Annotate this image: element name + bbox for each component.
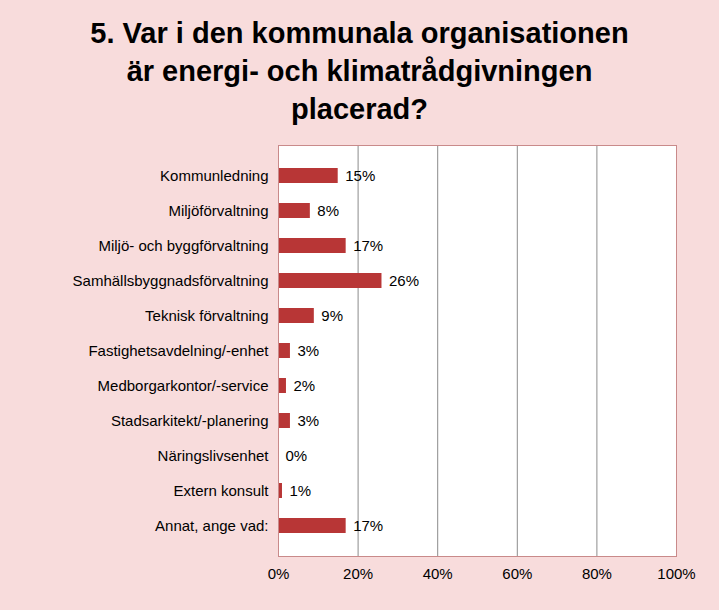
svg-text:1%: 1% [289,482,311,499]
svg-text:Medborgarkontor/-service: Medborgarkontor/-service [98,377,269,394]
svg-text:Miljöförvaltning: Miljöförvaltning [168,202,268,219]
svg-text:Näringslivsenhet: Näringslivsenhet [158,447,270,464]
svg-text:Stadsarkitekt/-planering: Stadsarkitekt/-planering [111,412,269,429]
svg-text:Extern konsult: Extern konsult [173,482,269,499]
svg-text:20%: 20% [343,565,373,582]
svg-text:100%: 100% [657,565,695,582]
svg-text:17%: 17% [353,517,383,534]
svg-text:17%: 17% [353,237,383,254]
svg-text:9%: 9% [321,307,343,324]
svg-text:Teknisk förvaltning: Teknisk förvaltning [145,307,268,324]
svg-text:60%: 60% [502,565,532,582]
svg-text:15%: 15% [345,167,375,184]
svg-text:26%: 26% [389,272,419,289]
svg-text:Samhällsbyggnadsförvaltning: Samhällsbyggnadsförvaltning [73,272,269,289]
svg-text:0%: 0% [268,565,290,582]
svg-text:3%: 3% [297,412,319,429]
svg-text:0%: 0% [286,447,308,464]
svg-text:8%: 8% [317,202,339,219]
html-text:5. Var i den kommunala organis: 5. Var i den kommunala organisationen är… [90,17,629,125]
svg-text:2%: 2% [293,377,315,394]
svg-text:Miljö- och byggförvaltning: Miljö- och byggförvaltning [98,237,268,254]
svg-text:3%: 3% [297,342,319,359]
svg-text:Fastighetsavdelning/-enhet: Fastighetsavdelning/-enhet [88,342,269,359]
svg-text:40%: 40% [423,565,453,582]
svg-text:80%: 80% [582,565,612,582]
svg-text:Kommunledning: Kommunledning [160,167,268,184]
svg-text:Annat, ange vad:: Annat, ange vad: [155,517,268,534]
